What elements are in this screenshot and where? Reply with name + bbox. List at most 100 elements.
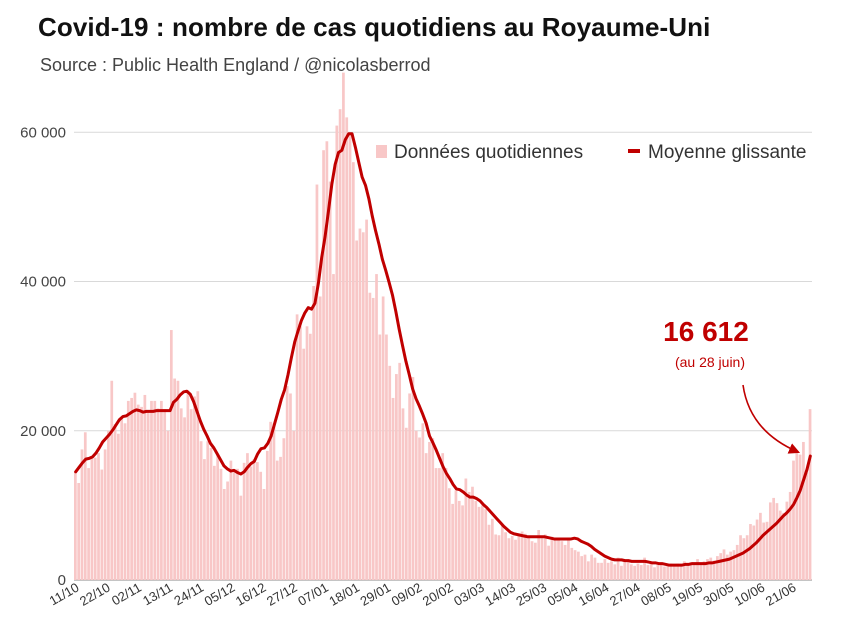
daily-bar xyxy=(656,565,660,580)
daily-bar xyxy=(788,491,792,580)
daily-bar xyxy=(189,409,193,580)
daily-bar xyxy=(633,565,636,580)
daily-bar xyxy=(398,362,402,580)
x-tick-label: 22/10 xyxy=(77,580,113,609)
daily-bar xyxy=(510,535,514,580)
daily-bar xyxy=(666,564,670,580)
daily-bar xyxy=(755,519,759,580)
daily-bar xyxy=(365,219,368,581)
daily-bar xyxy=(580,556,584,580)
daily-bar xyxy=(262,488,266,580)
daily-bar xyxy=(716,556,719,580)
daily-bar xyxy=(371,297,375,580)
x-tick-label: 25/03 xyxy=(513,580,549,609)
daily-bar xyxy=(543,534,547,580)
daily-bar xyxy=(679,565,683,580)
daily-bar xyxy=(213,465,216,580)
daily-bar xyxy=(332,274,335,580)
daily-bar xyxy=(768,502,772,580)
daily-bar xyxy=(639,565,643,580)
x-tick-label: 09/02 xyxy=(389,580,425,609)
daily-bar xyxy=(778,510,782,580)
x-tick-label: 10/06 xyxy=(732,580,768,609)
daily-bar xyxy=(358,228,362,580)
daily-bar xyxy=(110,380,114,580)
daily-bar xyxy=(749,524,752,580)
rolling-average-line xyxy=(74,132,812,567)
daily-bar xyxy=(361,232,365,581)
legend-line-swatch xyxy=(628,149,640,153)
chart-title: Covid-19 : nombre de cas quotidiens au R… xyxy=(38,12,711,42)
daily-bar xyxy=(669,563,673,580)
daily-bar xyxy=(335,125,339,580)
daily-bar xyxy=(792,460,795,580)
x-tick-label: 03/03 xyxy=(451,580,487,609)
daily-bar xyxy=(143,394,147,580)
daily-bar xyxy=(629,564,633,580)
daily-bar xyxy=(636,563,640,580)
daily-bar xyxy=(477,506,481,580)
daily-bar xyxy=(411,377,415,580)
daily-bar xyxy=(600,562,603,580)
daily-bar xyxy=(775,503,779,580)
daily-bar xyxy=(689,562,693,580)
daily-bar xyxy=(696,559,699,580)
daily-bar xyxy=(570,547,574,580)
daily-bar xyxy=(418,437,421,580)
daily-bar xyxy=(179,408,183,580)
daily-bar xyxy=(206,441,210,580)
daily-bar xyxy=(444,468,448,580)
y-tick-label: 40 000 xyxy=(20,274,66,291)
daily-bar xyxy=(699,564,703,580)
daily-bar xyxy=(500,524,504,580)
daily-bar xyxy=(308,333,312,580)
daily-bar xyxy=(282,438,286,580)
daily-bar xyxy=(676,563,680,580)
legend-bars-label: Données quotidiennes xyxy=(394,142,583,163)
line-layer xyxy=(74,132,812,567)
daily-bar xyxy=(203,459,206,580)
daily-bar xyxy=(156,408,160,580)
daily-bar xyxy=(424,453,428,580)
daily-bar xyxy=(272,423,276,580)
daily-bar xyxy=(577,551,580,580)
annotation-value: 16 612 xyxy=(663,316,749,347)
daily-bar xyxy=(97,453,100,580)
daily-bar xyxy=(140,406,143,580)
daily-bar xyxy=(431,438,435,580)
daily-bar xyxy=(467,491,471,580)
daily-bar xyxy=(126,400,130,580)
daily-bar xyxy=(249,466,253,580)
daily-bar xyxy=(649,562,653,580)
x-tick-label: 30/05 xyxy=(700,580,736,609)
daily-bar xyxy=(355,240,359,580)
daily-bar xyxy=(560,541,564,580)
daily-bar xyxy=(265,450,269,580)
daily-bar xyxy=(378,334,382,580)
daily-bar xyxy=(606,562,610,580)
daily-bar xyxy=(232,469,236,580)
daily-bar xyxy=(305,326,309,580)
daily-bar xyxy=(302,348,306,580)
daily-bar xyxy=(246,453,249,580)
daily-bar xyxy=(176,380,180,580)
daily-bar xyxy=(447,488,451,580)
x-tick-label: 16/04 xyxy=(576,580,612,609)
x-tick-label: 05/04 xyxy=(545,580,581,609)
daily-bar xyxy=(133,392,137,580)
daily-bar xyxy=(573,550,577,580)
daily-bar xyxy=(759,512,762,580)
daily-bar xyxy=(269,421,272,580)
daily-bar xyxy=(219,468,223,580)
daily-bar xyxy=(725,554,729,580)
daily-bar xyxy=(547,545,550,580)
daily-bar xyxy=(348,133,352,581)
daily-bar xyxy=(328,181,332,581)
daily-bar xyxy=(120,417,124,580)
daily-bar xyxy=(275,460,279,580)
daily-bar xyxy=(762,522,766,580)
daily-bar xyxy=(226,481,229,580)
daily-bar xyxy=(626,561,630,580)
y-tick-label: 20 000 xyxy=(20,423,66,440)
daily-bar xyxy=(222,488,226,580)
